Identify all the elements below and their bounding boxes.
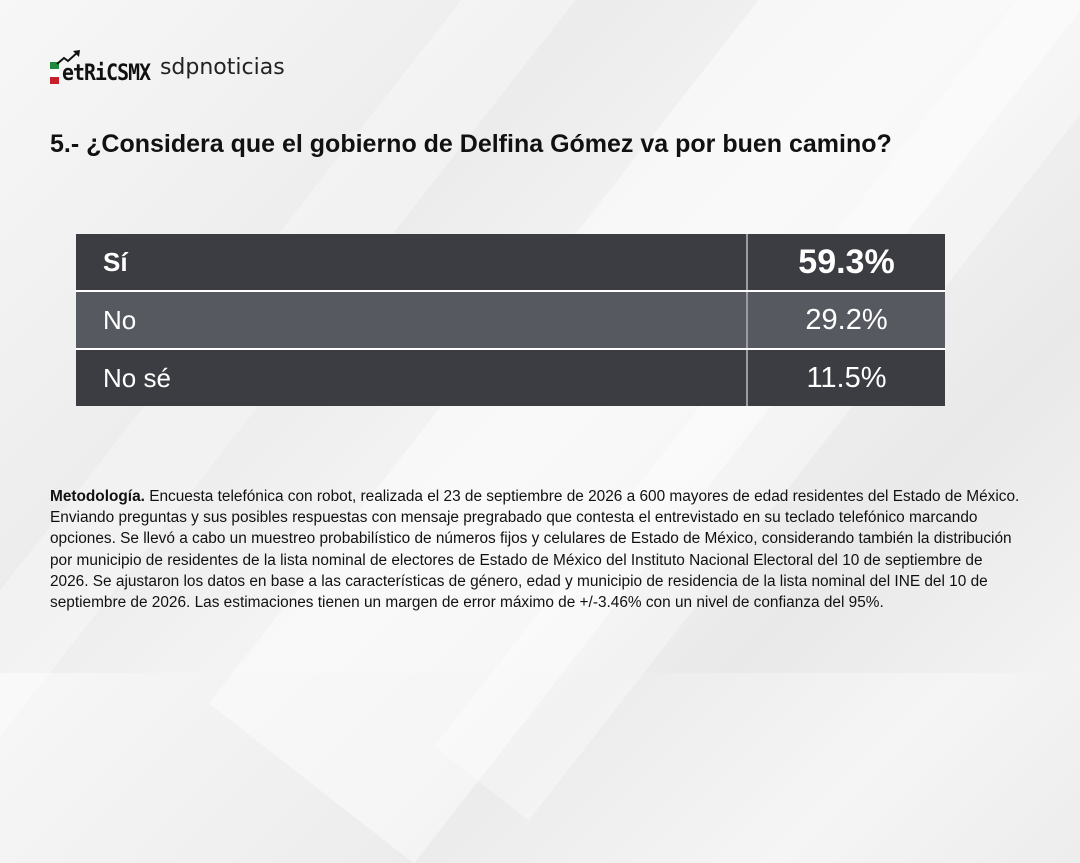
- table-row: No sé 11.5%: [76, 350, 945, 406]
- answer-label: No: [76, 292, 748, 348]
- answer-label: No sé: [76, 350, 748, 406]
- background-stripe: [434, 0, 1080, 821]
- methodology-label: Metodología.: [50, 488, 145, 505]
- question-title: 5.- ¿Considera que el gobierno de Delfin…: [50, 130, 892, 158]
- answer-percentage: 59.3%: [798, 242, 895, 281]
- answer-percentage: 29.2%: [805, 303, 888, 336]
- trend-arrow-icon: [56, 50, 80, 65]
- brand-header: etRiCSMX sdpnoticias: [50, 48, 285, 88]
- metricsmx-logo: etRiCSMX: [50, 50, 160, 86]
- methodology-note: Metodología. Encuesta telefónica con rob…: [50, 486, 1020, 613]
- results-table: Sí 59.3% No 29.2% No sé 11.5%: [76, 234, 945, 406]
- metricsmx-wordmark: etRiCSMX: [62, 61, 151, 86]
- mexico-flag-icon: [50, 62, 59, 84]
- answer-label: Sí: [76, 234, 748, 290]
- table-row: Sí 59.3%: [76, 234, 945, 292]
- answer-percentage: 11.5%: [806, 361, 887, 394]
- table-row: No 29.2%: [76, 292, 945, 350]
- methodology-text: Encuesta telefónica con robot, realizada…: [50, 488, 1020, 612]
- sdpnoticias-logo: sdpnoticias: [159, 55, 285, 80]
